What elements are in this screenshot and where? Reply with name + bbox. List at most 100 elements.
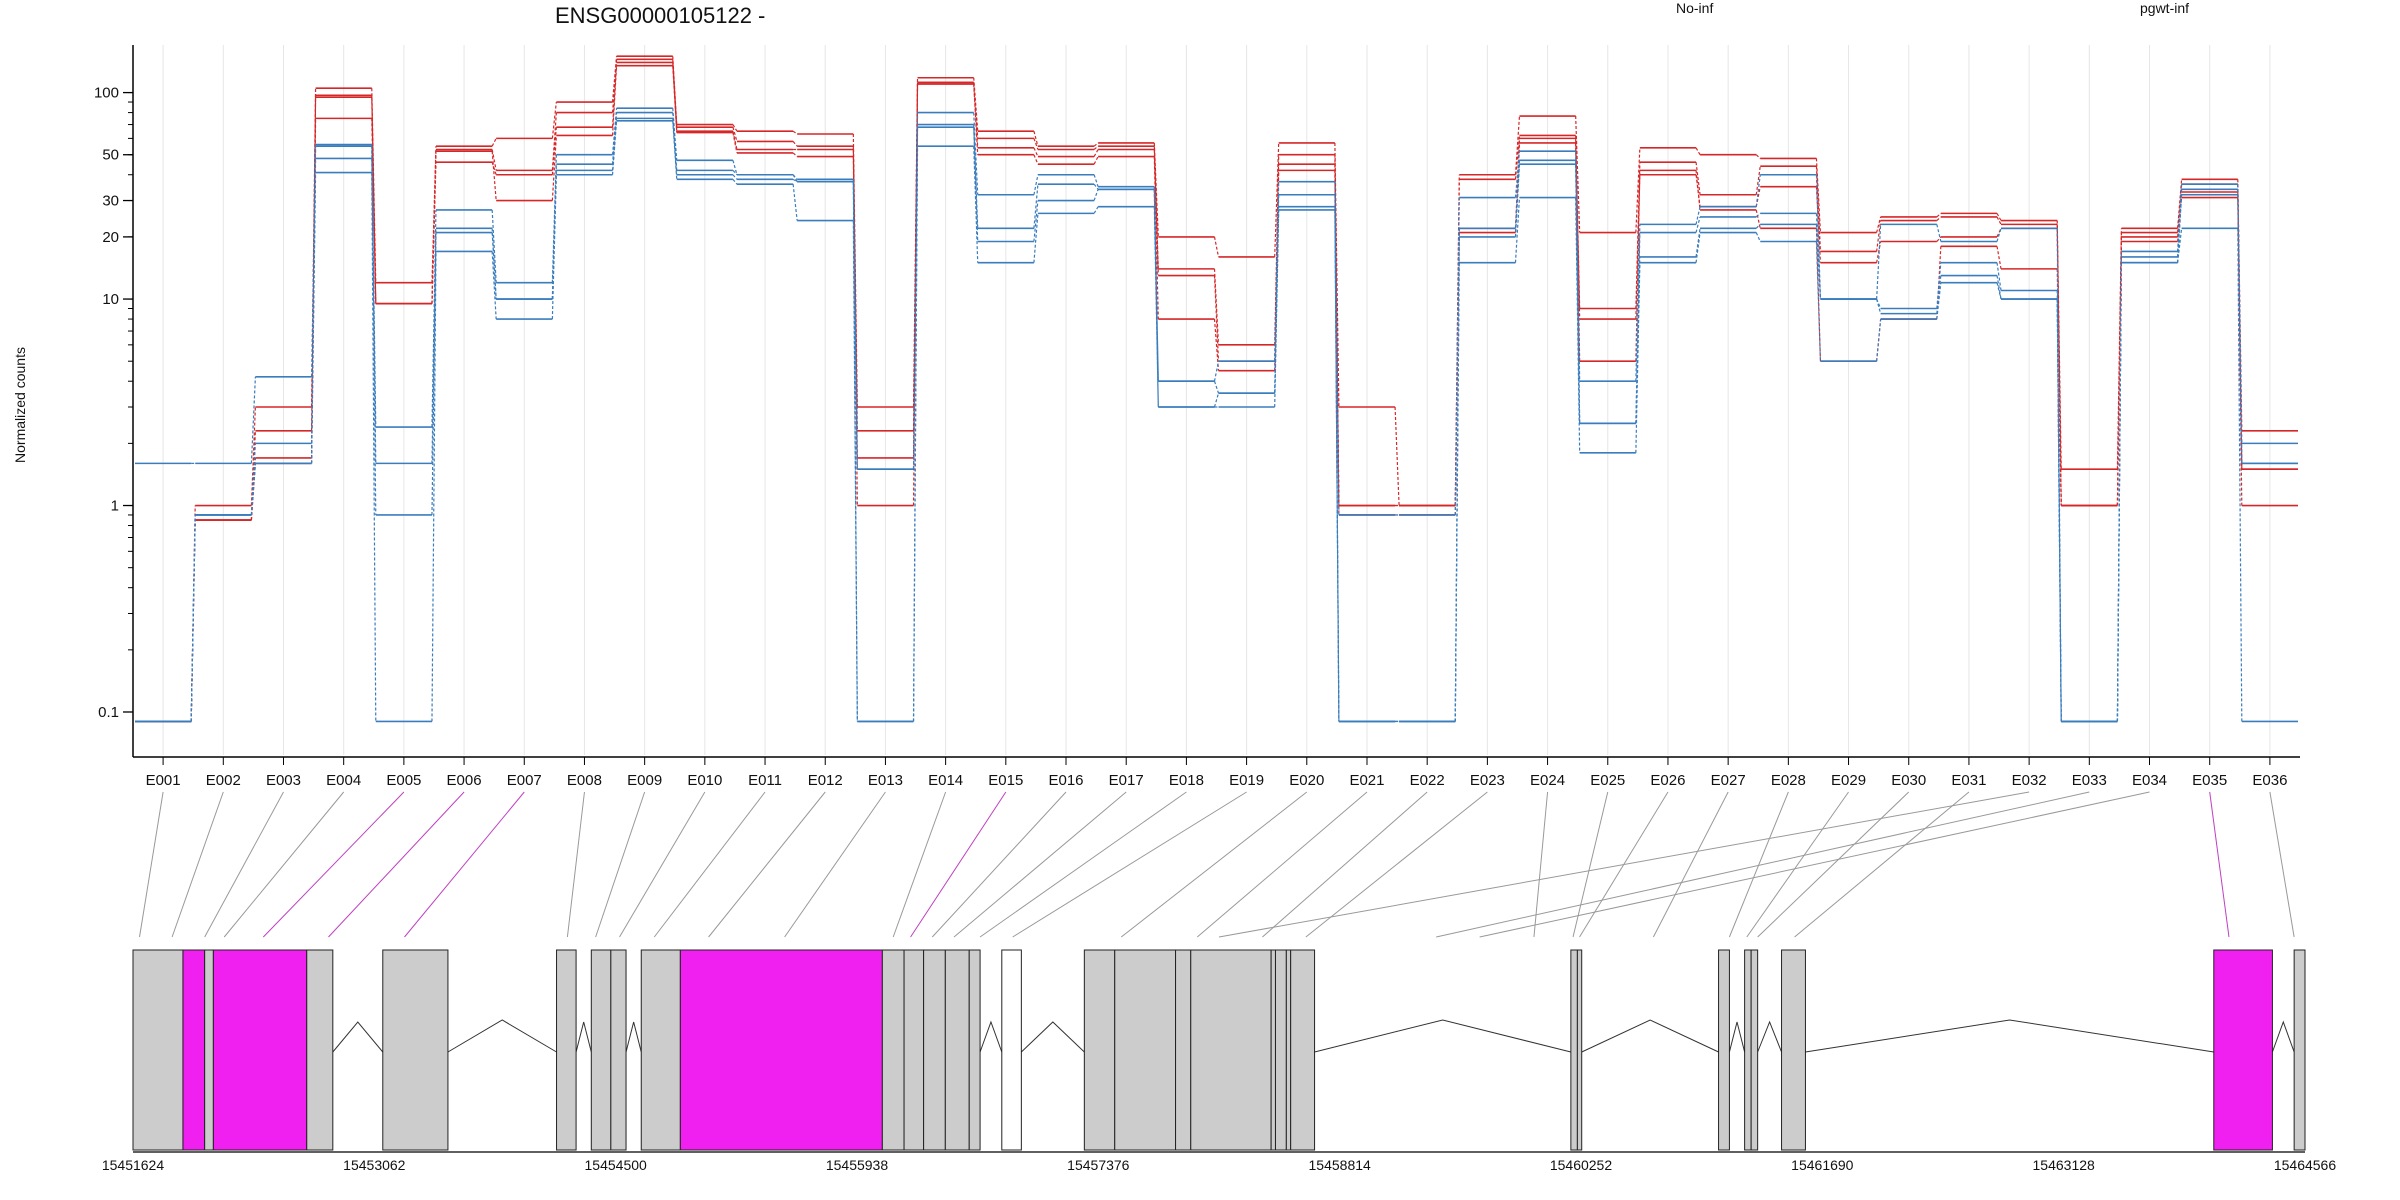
- exon-block: [1781, 949, 1806, 1151]
- exon-block: [1718, 949, 1730, 1151]
- series-connector: [1695, 232, 1701, 263]
- series-connector: [1394, 406, 1400, 506]
- series-connector: [852, 220, 858, 722]
- series-connector: [1876, 220, 1882, 252]
- series-connector: [1274, 206, 1280, 394]
- series-connector: [551, 127, 557, 175]
- series-connector: [1033, 200, 1039, 242]
- series-connector: [732, 160, 738, 175]
- x-tick-label-e020: E020: [1289, 772, 1324, 789]
- series-connector: [973, 84, 979, 155]
- connector-e034: [1479, 791, 2150, 938]
- connector-e029: [1746, 791, 1849, 938]
- x-tick-label-e002: E002: [206, 772, 241, 789]
- count-lines: [135, 55, 2298, 723]
- series-connector: [1514, 164, 1521, 237]
- y-axis: 0.1 1 10 20 30 50 100: [94, 45, 134, 757]
- intron-line: [1728, 1021, 1746, 1053]
- exon-block: [2213, 949, 2273, 1151]
- connector-e003: [204, 791, 284, 938]
- series-connector: [672, 118, 678, 175]
- series-connector: [1454, 262, 1460, 722]
- series-connector: [1996, 246, 2002, 269]
- series-line-3: [135, 61, 2298, 723]
- series-connector: [611, 120, 618, 175]
- series-connector: [551, 135, 557, 201]
- x-tick-label-e007: E007: [507, 772, 542, 789]
- series-connector: [2177, 184, 2183, 233]
- legend-entry-pgwt-inf: pgwt-inf: [2140, 0, 2189, 16]
- x-tick-label-e010: E010: [687, 772, 722, 789]
- series-connector: [1815, 166, 1822, 252]
- exon-block: [1570, 949, 1578, 1151]
- connector-e033: [1436, 791, 2090, 938]
- series-connector: [1334, 209, 1340, 722]
- x-tick-label-e013: E013: [868, 772, 903, 789]
- exon-block: [590, 949, 612, 1151]
- series-connector: [250, 463, 256, 521]
- exon-block: [182, 949, 206, 1151]
- series-connector: [310, 172, 317, 464]
- connector-e022: [1262, 791, 1428, 938]
- exon-connectors: [139, 791, 2295, 938]
- series-connector: [1093, 142, 1099, 147]
- connector-e004: [223, 791, 345, 938]
- series-connector: [792, 152, 798, 157]
- connector-e013: [784, 791, 886, 938]
- series-connector: [1093, 206, 1099, 214]
- connector-e010: [619, 791, 706, 938]
- x-tick-label-e015: E015: [988, 772, 1023, 789]
- connector-e036: [2269, 791, 2295, 938]
- x-tick-label-e014: E014: [928, 772, 963, 789]
- connector-e015: [910, 791, 1007, 938]
- x-tick-label-e027: E027: [1711, 772, 1746, 789]
- series-connector: [1033, 147, 1039, 157]
- series-connector: [431, 146, 437, 283]
- series-connector: [1514, 151, 1521, 198]
- series-connector: [1635, 262, 1641, 453]
- series-connector: [1153, 189, 1159, 408]
- intron-line: [447, 1019, 557, 1053]
- x-tick-label-e028: E028: [1771, 772, 1806, 789]
- connector-e002: [171, 791, 224, 938]
- series-connector: [1876, 298, 1882, 314]
- connector-e011: [653, 791, 766, 938]
- connector-e023: [1305, 791, 1488, 938]
- series-connector: [1274, 142, 1280, 257]
- connector-e031: [1794, 791, 1970, 938]
- x-axis: E001 E002 E003 E004 E005 E006 E007 E008 E009 E010…: [133, 756, 2300, 789]
- series-connector: [250, 406, 256, 506]
- series-connector: [792, 130, 798, 135]
- exon-block: [132, 949, 184, 1151]
- series-connector: [1033, 138, 1039, 150]
- series-connector: [1936, 236, 1942, 242]
- x-tick-label-e035: E035: [2192, 772, 2227, 789]
- series-line-7: [135, 117, 2298, 723]
- connector-e014: [892, 791, 947, 938]
- series-connector: [1274, 209, 1280, 408]
- y-axis-label: Normalized counts: [12, 347, 28, 463]
- series-connector: [732, 124, 738, 132]
- series-connector: [491, 209, 497, 283]
- x-tick-label-e026: E026: [1650, 772, 1685, 789]
- y-tick-label: 0.1: [98, 704, 119, 721]
- series-connector: [1755, 223, 1761, 229]
- exon-block: [968, 949, 981, 1151]
- series-line-8: [135, 120, 2298, 723]
- connector-e020: [1120, 791, 1308, 938]
- exon-block: [1744, 949, 1752, 1151]
- series-connector: [1093, 156, 1099, 165]
- series-connector: [1635, 147, 1641, 233]
- gene-axis-tick-label: 15455938: [826, 1157, 889, 1173]
- connector-e028: [1728, 791, 1789, 938]
- intron-line: [979, 1020, 1003, 1053]
- series-connector: [1454, 197, 1460, 515]
- x-tick-label-e017: E017: [1109, 772, 1144, 789]
- series-connector: [1093, 149, 1099, 157]
- x-tick-label-e034: E034: [2132, 772, 2167, 789]
- connector-e012: [708, 791, 826, 938]
- series-connector: [1033, 131, 1039, 147]
- series-connector: [1695, 162, 1701, 195]
- series-connector: [1936, 224, 1942, 242]
